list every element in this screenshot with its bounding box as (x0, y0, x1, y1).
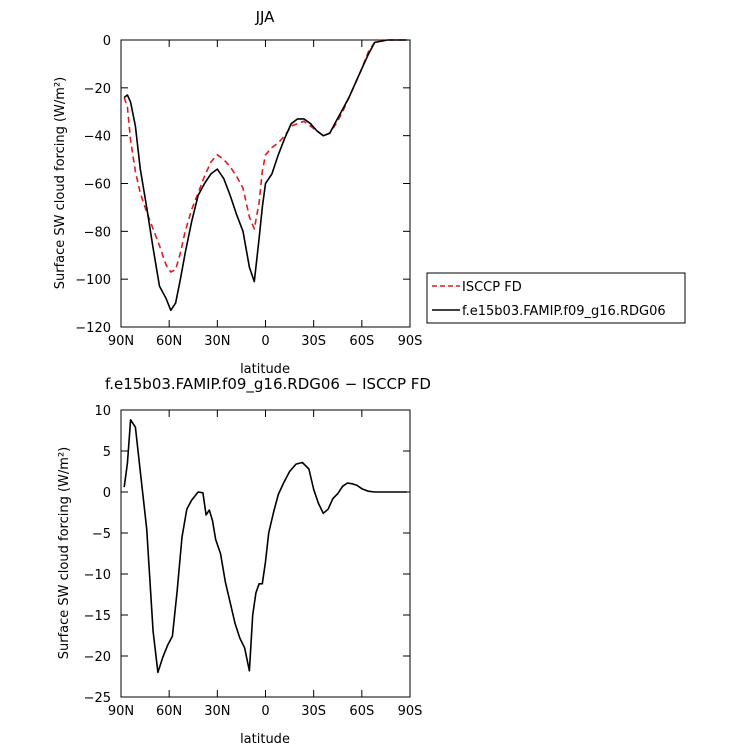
bottom-x-axis-label: latitude (240, 732, 290, 747)
top-x-tick-label: 90S (398, 334, 423, 349)
bottom-series-line-0 (123, 418, 407, 674)
top-chart: JJA 90N 60N 30N 0 30S 60S 90S 0 −20 −40 −60 −80 −10… (53, 8, 422, 377)
bottom-y-axis-label: Surface SW cloud forcing (W/m²) (57, 447, 72, 659)
bottom-y-tick-label: −15 (84, 609, 111, 624)
bottom-y-tick-label: 5 (103, 445, 111, 460)
bottom-y-tick-label: 0 (103, 486, 111, 501)
top-series-line-0 (123, 39, 407, 273)
top-x-tick-label: 60S (349, 334, 374, 349)
legend: ISCCP FD f.e15b03.FAMIP.f09_g16.RDG06 (426, 272, 686, 324)
bottom-x-tick-label: 90S (398, 704, 423, 719)
bottom-chart: f.e15b03.FAMIP.f09_g16.RDG06 − ISCCP FD … (57, 375, 431, 747)
top-y-axis-label: Surface SW cloud forcing (W/m²) (53, 77, 68, 289)
top-y-tick-label: −40 (84, 130, 111, 145)
top-chart-title: JJA (255, 8, 276, 26)
bottom-y-tick-label: −25 (84, 691, 111, 706)
top-y-tick-label: −20 (84, 82, 111, 97)
bottom-series-lines (123, 418, 407, 674)
bottom-y-tick-label: −10 (84, 568, 111, 583)
top-x-tick-label: 60N (156, 334, 182, 349)
bottom-x-tick-label: 60N (156, 704, 182, 719)
bottom-x-tick-label: 30S (301, 704, 326, 719)
top-x-tick-label: 0 (261, 334, 269, 349)
top-x-ticks: 90N 60N 30N 0 30S 60S 90S (108, 40, 423, 349)
top-y-tick-label: 0 (103, 34, 111, 49)
top-y-tick-label: −80 (84, 225, 111, 240)
top-y-ticks: 0 −20 −40 −60 −80 −100 −120 (75, 34, 410, 336)
top-y-tick-label: −100 (75, 273, 111, 288)
top-x-axis-label: latitude (240, 362, 290, 377)
bottom-chart-title: f.e15b03.FAMIP.f09_g16.RDG06 − ISCCP FD (105, 375, 431, 394)
top-series-line-1 (123, 39, 407, 312)
legend-frame (426, 272, 686, 324)
legend-label-isccp: ISCCP FD (462, 280, 522, 295)
bottom-x-ticks: 90N 60N 30N 0 30S 60S 90S (108, 410, 423, 719)
top-series-lines (123, 39, 407, 312)
top-x-tick-label: 30S (301, 334, 326, 349)
bottom-y-ticks: 10 5 0 −5 −10 −15 −20 −25 (84, 404, 410, 706)
legend-label-model: f.e15b03.FAMIP.f09_g16.RDG06 (462, 304, 666, 319)
top-y-tick-label: −60 (84, 178, 111, 193)
bottom-x-tick-label: 60S (349, 704, 374, 719)
bottom-y-tick-label: 10 (94, 404, 111, 419)
bottom-x-tick-label: 0 (261, 704, 269, 719)
top-x-tick-label: 30N (204, 334, 230, 349)
top-y-tick-label: −120 (75, 321, 111, 336)
bottom-y-tick-label: −20 (84, 650, 111, 665)
bottom-x-tick-label: 90N (108, 704, 134, 719)
bottom-x-tick-label: 30N (204, 704, 230, 719)
top-x-tick-label: 90N (108, 334, 134, 349)
bottom-y-tick-label: −5 (92, 527, 111, 542)
